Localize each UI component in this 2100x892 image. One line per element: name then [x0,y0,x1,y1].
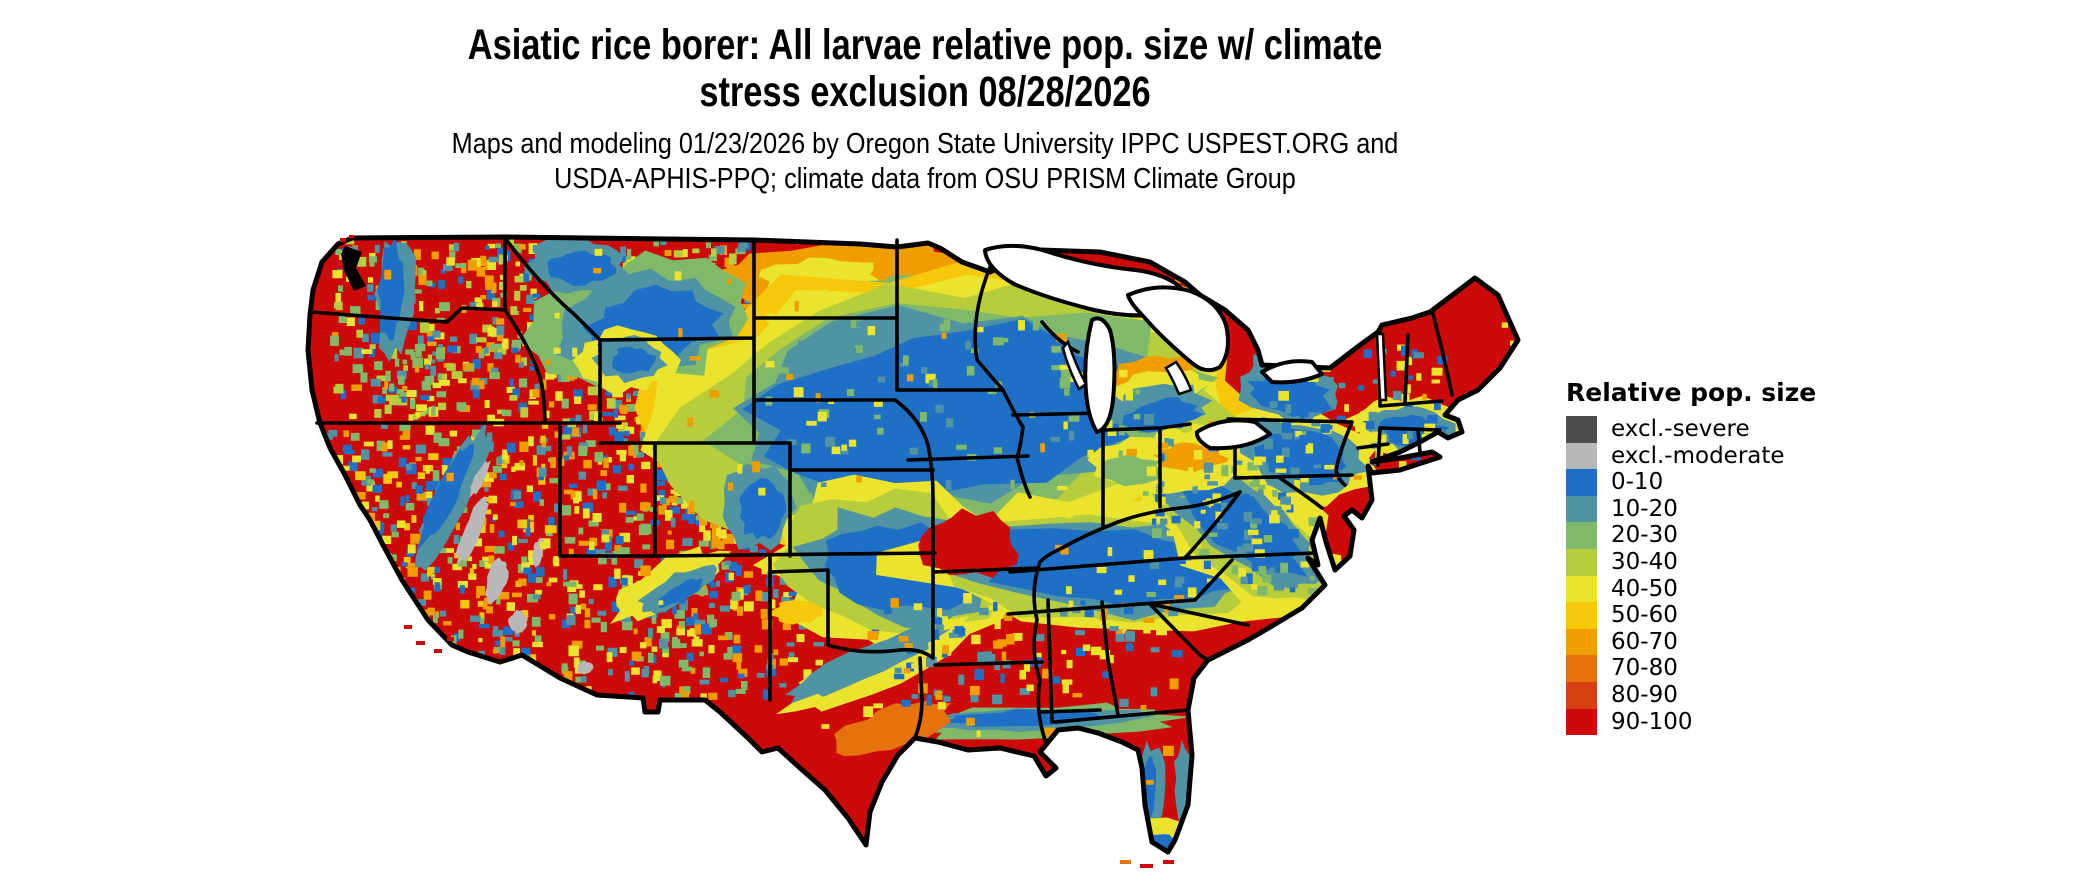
legend-entry: 60-70 [1566,628,1896,656]
legend-entry-label: excl.-severe [1611,416,1750,442]
great-lakes [983,243,1388,451]
page-title-line2: stress exclusion 08/28/2026 [699,68,1151,116]
legend-entry-label: excl.-moderate [1611,442,1785,469]
legend-swatch [1566,469,1597,496]
page-title-line1: Asiatic rice borer: All larvae relative … [467,21,1383,69]
legend-entry-label: 50-60 [1611,602,1678,629]
legend-entry: excl.-severe [1566,416,1896,443]
legend-swatch [1566,655,1597,682]
legend-entry-label: 90-100 [1611,708,1693,735]
page-subtitle-line2: USDA-APHIS-PPQ; climate data from OSU PR… [554,163,1296,195]
legend-entry: 40-50 [1566,575,1896,603]
legend-entry: 10-20 [1566,495,1896,523]
legend-swatch [1566,495,1597,523]
legend-entry: 50-60 [1566,602,1896,629]
legend-swatch [1566,442,1597,470]
legend-entry-label: 40-50 [1611,575,1678,602]
legend-rows: excl.-severe excl.-moderate 0-10 10-20 20-30… [1566,416,1896,736]
map-legend: Relative pop. size excl.-severe excl.-mod… [1566,378,1896,736]
legend-entry-label: 80-90 [1611,681,1678,708]
legend-swatch [1566,548,1597,576]
legend-entry-label: 70-80 [1611,655,1678,682]
legend-entry-label: 30-40 [1611,548,1678,575]
lake-champlain [1375,332,1388,402]
offshore-islands [340,235,1174,868]
legend-entry-label: 10-20 [1611,495,1678,522]
legend-entry: 80-90 [1566,681,1896,709]
page-subtitle-line1: Maps and modeling 01/23/2026 by Oregon S… [451,128,1399,160]
legend-swatch [1566,708,1597,736]
green-bay [1061,339,1088,391]
page-subtitle: Maps and modeling 01/23/2026 by Oregon S… [346,127,1503,197]
legend-title: Relative pop. size [1566,378,1817,407]
legend-swatch [1566,575,1597,603]
legend-entry: 70-80 [1566,655,1896,682]
legend-entry: 20-30 [1566,522,1896,549]
lake-erie [1194,418,1272,451]
legend-entry-label: 20-30 [1611,522,1678,549]
legend-entry: 90-100 [1566,708,1896,736]
legend-entry-label: 60-70 [1611,628,1678,655]
page-title: Asiatic rice borer: All larvae relative … [393,22,1457,116]
puget-sound [341,246,366,291]
legend-entry-label: 0-10 [1611,469,1664,496]
legend-entry: 30-40 [1566,548,1896,576]
state-borders [309,236,1454,742]
saginaw-bay [1164,360,1193,396]
legend-swatch [1566,681,1597,709]
lake-huron [1126,285,1230,373]
legend-entry: excl.-moderate [1566,442,1896,470]
lake-michigan [1083,316,1117,434]
legend-swatch [1566,602,1597,629]
legend-entry: 0-10 [1566,469,1896,496]
legend-swatch [1566,416,1597,443]
legend-swatch [1566,628,1597,656]
map-header: Asiatic rice borer: All larvae relative … [260,22,1590,197]
lake-ontario [1260,359,1324,385]
legend-swatch [1566,522,1597,549]
